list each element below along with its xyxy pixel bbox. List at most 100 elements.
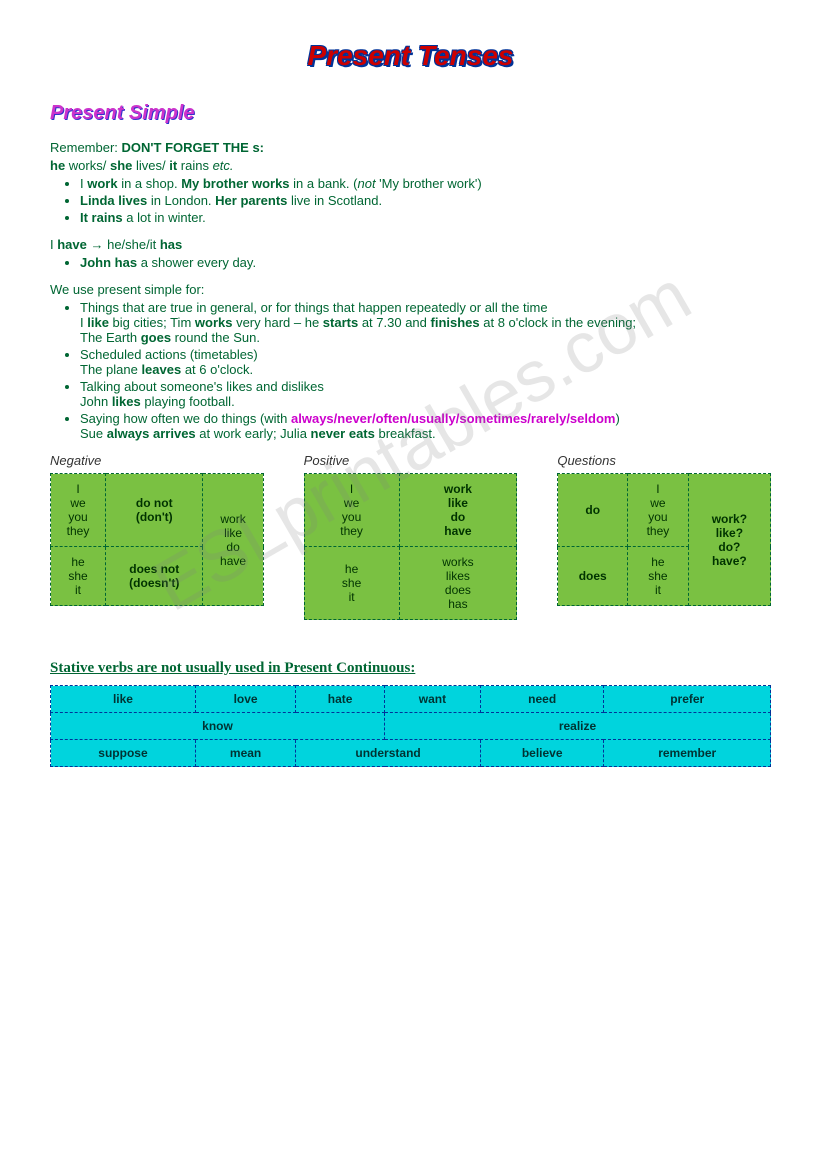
cell: remember xyxy=(604,740,771,767)
text: in a shop. xyxy=(118,176,182,191)
cell: I we you they xyxy=(51,474,106,547)
have-line: I have → he/she/it has xyxy=(50,237,771,252)
cell: hate xyxy=(296,686,385,713)
lives-s: lives/ xyxy=(132,158,169,173)
text: have xyxy=(57,237,87,252)
cell: believe xyxy=(480,740,603,767)
cell: prefer xyxy=(604,686,771,713)
text: always arrives xyxy=(107,426,196,441)
rains: rains xyxy=(177,158,212,173)
text: at 6 o'clock. xyxy=(181,362,253,377)
uses-heading: We use present simple for: xyxy=(50,282,771,297)
list-item: I work in a shop. My brother works in a … xyxy=(80,176,771,191)
cell: need xyxy=(480,686,603,713)
cell: I we you they xyxy=(304,474,399,547)
text: works xyxy=(195,315,233,330)
section-title: Present Simple xyxy=(50,102,771,125)
example-list-1: I work in a shop. My brother works in a … xyxy=(50,176,771,225)
text: ) xyxy=(615,411,619,426)
positive-label: Positive xyxy=(304,453,518,468)
text: playing football. xyxy=(141,394,235,409)
cell: does not (doesn't) xyxy=(106,547,203,606)
text: big cities; Tim xyxy=(109,315,195,330)
positive-table: I we you they work like do have he she i… xyxy=(304,473,518,620)
text: starts xyxy=(323,315,358,330)
cell: work like do have xyxy=(399,474,517,547)
cell: he she it xyxy=(304,547,399,620)
list-item: John has a shower every day. xyxy=(80,255,771,270)
negative-block: Negative I we you they do not (don't) wo… xyxy=(50,453,264,620)
list-item: Linda lives in London. Her parents live … xyxy=(80,193,771,208)
cell: love xyxy=(195,686,295,713)
stative-table: like love hate want need prefer know rea… xyxy=(50,685,771,767)
grammar-tables: Negative I we you they do not (don't) wo… xyxy=(50,453,771,620)
cell: he she it xyxy=(51,547,106,606)
remember-line: Remember: DON'T FORGET THE s: xyxy=(50,140,771,155)
text: Talking about someone's likes and dislik… xyxy=(80,379,324,394)
questions-table: do I we you they work? like? do? have? d… xyxy=(557,473,771,606)
remember-bold: DON'T FORGET THE s: xyxy=(122,140,264,155)
text: Sue xyxy=(80,426,107,441)
text: 'My brother work') xyxy=(376,176,482,191)
cell: know xyxy=(51,713,385,740)
remember-prefix: Remember: xyxy=(50,140,122,155)
it: it xyxy=(169,158,177,173)
uses-list: Things that are true in general, or for … xyxy=(50,300,771,441)
pronoun-line: he works/ she lives/ it rains etc. xyxy=(50,158,771,173)
cell: does xyxy=(558,547,628,606)
text: a shower every day. xyxy=(137,255,256,270)
cell: suppose xyxy=(51,740,196,767)
list-item: Things that are true in general, or for … xyxy=(80,300,771,345)
frequency-adverbs: always/never/often/usually/sometimes/rar… xyxy=(291,411,615,426)
text: at work early; Julia xyxy=(196,426,311,441)
text: Linda lives xyxy=(80,193,147,208)
cell: he she it xyxy=(628,547,689,606)
text: not xyxy=(357,176,375,191)
text: very hard – he xyxy=(232,315,322,330)
text: live in Scotland. xyxy=(287,193,382,208)
text: in a bank. ( xyxy=(290,176,358,191)
text: never eats xyxy=(311,426,375,441)
text: has xyxy=(160,237,182,252)
cell: work like do have xyxy=(203,474,263,606)
cell: realize xyxy=(385,713,771,740)
list-item: It rains a lot in winter. xyxy=(80,210,771,225)
list-item: Talking about someone's likes and dislik… xyxy=(80,379,771,409)
text: like xyxy=(87,315,109,330)
cell: do not (don't) xyxy=(106,474,203,547)
text: work xyxy=(87,176,117,191)
text: leaves xyxy=(141,362,181,377)
cell: do xyxy=(558,474,628,547)
text: It rains xyxy=(80,210,123,225)
etc: etc. xyxy=(213,158,234,173)
text: Her parents xyxy=(215,193,287,208)
text: at 8 o'clock in the evening; xyxy=(480,315,636,330)
positive-block: Positive I we you they work like do have… xyxy=(304,453,518,620)
questions-label: Questions xyxy=(557,453,771,468)
list-item: Scheduled actions (timetables) The plane… xyxy=(80,347,771,377)
text: → he/she/it xyxy=(87,237,160,252)
text: at 7.30 and xyxy=(358,315,430,330)
cell: works likes does has xyxy=(399,547,517,620)
text: Scheduled actions (timetables) xyxy=(80,347,258,362)
text: The plane xyxy=(80,362,141,377)
text: round the Sun. xyxy=(171,330,260,345)
questions-block: Questions do I we you they work? like? d… xyxy=(557,453,771,620)
main-title: Present Tenses xyxy=(50,40,771,72)
cell: work? like? do? have? xyxy=(688,474,770,606)
text: likes xyxy=(112,394,141,409)
text: The Earth xyxy=(80,330,141,345)
she: she xyxy=(110,158,132,173)
text: Saying how often we do things (with xyxy=(80,411,291,426)
text: finishes xyxy=(431,315,480,330)
negative-label: Negative xyxy=(50,453,264,468)
text: My brother works xyxy=(181,176,289,191)
text: John xyxy=(80,394,112,409)
text: Things that are true in general, or for … xyxy=(80,300,548,315)
text: in London. xyxy=(147,193,215,208)
cell: understand xyxy=(296,740,481,767)
cell: mean xyxy=(195,740,295,767)
text: breakfast. xyxy=(375,426,436,441)
list-item: Saying how often we do things (with alwa… xyxy=(80,411,771,441)
he: he xyxy=(50,158,65,173)
